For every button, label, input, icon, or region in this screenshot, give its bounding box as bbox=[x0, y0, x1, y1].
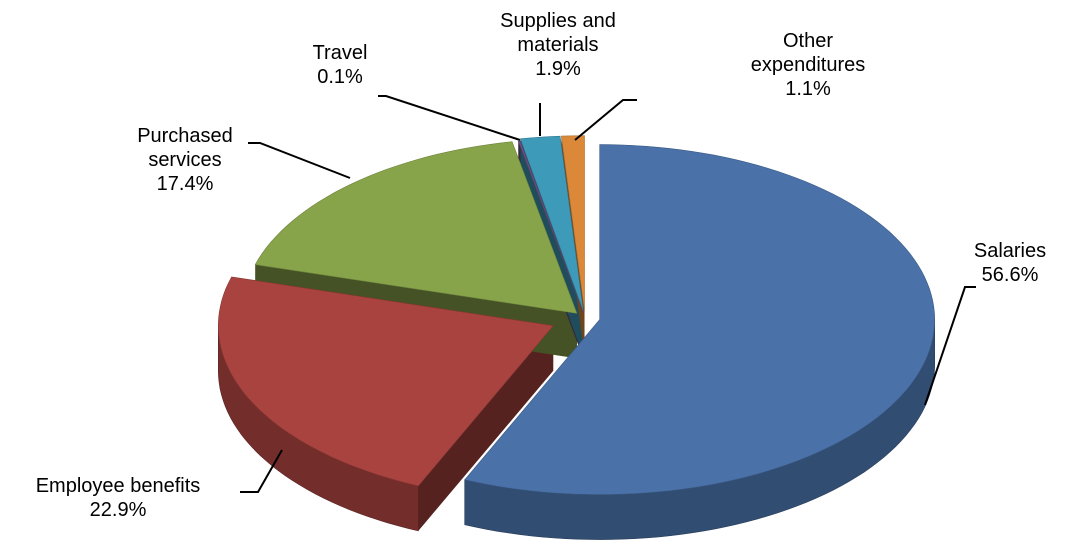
data-label-5-line-0: Other bbox=[783, 30, 833, 52]
pie-slice-0 bbox=[464, 144, 936, 495]
leader-line-1 bbox=[240, 449, 283, 493]
data-label-5-line-1: expenditures bbox=[751, 54, 866, 76]
data-label-2: Purchased services 17.4% bbox=[137, 125, 233, 195]
data-label-1: Employee benefits 22.9% bbox=[36, 475, 201, 521]
pie-slice-3 bbox=[517, 140, 584, 313]
data-label-3: Travel 0.1% bbox=[313, 42, 368, 88]
pie-slice-1 bbox=[217, 276, 554, 487]
data-label-1-line-1: 22.9% bbox=[90, 499, 147, 521]
leader-line-3 bbox=[378, 95, 521, 141]
data-label-3-line-0: Travel bbox=[313, 42, 368, 64]
pie-slice-5 bbox=[561, 135, 585, 311]
data-label-4: Supplies and materials 1.9% bbox=[500, 10, 616, 80]
pie-slice-wall-1-0 bbox=[418, 325, 554, 531]
data-label-2-line-1: services bbox=[148, 149, 221, 171]
data-label-4-line-2: 1.9% bbox=[535, 58, 581, 80]
data-label-3-line-1: 0.1% bbox=[317, 66, 363, 88]
data-label-4-line-0: Supplies and bbox=[500, 10, 616, 32]
data-label-1-line-0: Employee benefits bbox=[36, 475, 201, 497]
leader-line-0 bbox=[924, 286, 976, 406]
pie-slice-4 bbox=[519, 135, 584, 311]
leader-line-5 bbox=[574, 99, 637, 141]
pie-tops bbox=[217, 135, 936, 495]
data-label-5-line-2: 1.1% bbox=[785, 78, 831, 100]
data-label-2-line-2: 17.4% bbox=[157, 173, 214, 195]
data-label-0-line-1: 56.6% bbox=[982, 264, 1039, 286]
data-label-0: Salaries 56.6% bbox=[974, 240, 1046, 286]
data-label-2-line-0: Purchased bbox=[137, 125, 233, 147]
leader-line-2 bbox=[248, 142, 351, 179]
pie-slice-2 bbox=[254, 141, 578, 314]
data-label-0-line-0: Salaries bbox=[974, 240, 1046, 262]
data-labels: Salaries 56.6% Employee benefits 22.9% Purch… bbox=[36, 10, 1046, 521]
data-label-5: Other expenditures 1.1% bbox=[751, 30, 866, 100]
data-label-4-line-1: materials bbox=[517, 34, 598, 56]
